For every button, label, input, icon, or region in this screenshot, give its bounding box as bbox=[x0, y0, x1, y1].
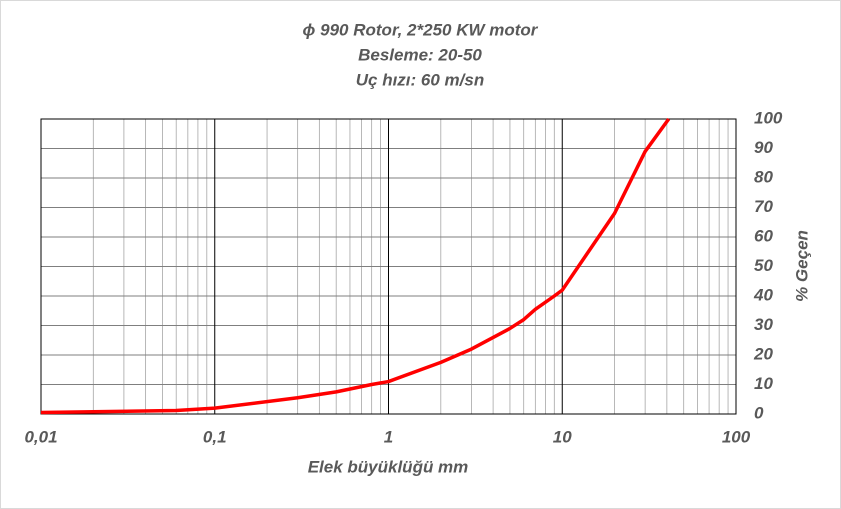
chart-subtitle: Uç hızı: 60 m/sn bbox=[356, 70, 484, 89]
plot-border bbox=[40, 118, 737, 415]
x-axis-label: Elek büyüklüğü mm bbox=[308, 457, 469, 476]
chart-subtitle: Besleme: 20-50 bbox=[358, 45, 482, 64]
y-tick-label: 20 bbox=[753, 344, 773, 363]
y-tick-label: 50 bbox=[754, 256, 773, 275]
y-tick-label: 30 bbox=[754, 315, 773, 334]
x-tick-label: 1 bbox=[384, 427, 393, 446]
y-tick-label: 70 bbox=[754, 197, 773, 216]
y-tick-label: 60 bbox=[754, 226, 773, 245]
y-tick-label: 0 bbox=[754, 403, 764, 422]
y-axis-label: % Geçen bbox=[792, 230, 811, 302]
x-tick-label: 0,01 bbox=[24, 427, 57, 446]
y-tick-label: 100 bbox=[754, 108, 783, 127]
y-tick-label: 80 bbox=[754, 167, 773, 186]
chart-title: ϕ 990 Rotor, 2*250 KW motor bbox=[303, 20, 539, 39]
data-line bbox=[40, 117, 671, 415]
y-tick-label: 90 bbox=[754, 138, 773, 157]
y-tick-label: 40 bbox=[753, 285, 773, 304]
x-tick-label: 10 bbox=[553, 427, 572, 446]
x-tick-label: 100 bbox=[722, 427, 751, 446]
y-tick-label: 10 bbox=[754, 374, 773, 393]
x-tick-label: 0,1 bbox=[203, 427, 227, 446]
